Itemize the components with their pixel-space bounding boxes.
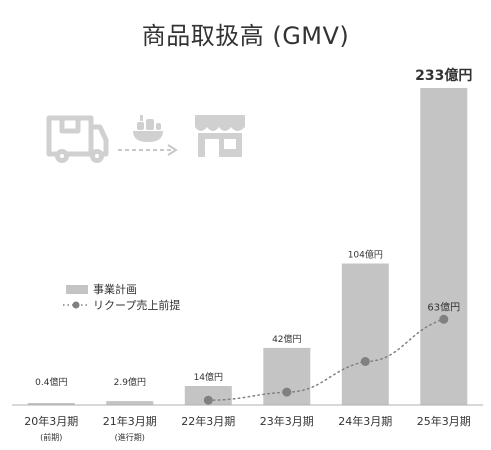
x-tick-note-1: (前期) (40, 432, 62, 442)
bar-6 (420, 88, 468, 405)
recoup-point-4 (282, 387, 292, 397)
x-tick-label-3: 22年3月期 (181, 414, 235, 428)
legend: 事業計画 リクープ売上前提 (63, 282, 180, 312)
bar-value-label-6: 233億円 (415, 67, 472, 84)
storefront-icon (195, 115, 245, 157)
legend-bar-swatch (66, 285, 88, 294)
bar-value-label-4: 42億円 (272, 333, 301, 345)
x-tick-label-6: 25年3月期 (417, 414, 471, 428)
bar-1 (27, 403, 75, 405)
legend-line-marker (72, 301, 80, 309)
delivery-truck-icon (46, 115, 109, 163)
chart-title: 商品取扱高 (GMV) (141, 22, 350, 50)
recoup-point-5 (360, 357, 370, 366)
x-tick-label-4: 23年3月期 (260, 414, 314, 428)
bar-value-label-3: 14億円 (194, 371, 223, 383)
x-tick-label-2: 21年3月期 (103, 414, 157, 428)
recoup-point-3 (203, 395, 213, 405)
bar-value-label-2: 2.9億円 (114, 376, 146, 388)
dotted-arrow-icon (118, 144, 178, 156)
x-tick-note-2: (進行期) (115, 432, 145, 442)
recoup-point-6 (439, 314, 449, 324)
legend-bar-label: 事業計画 (93, 282, 137, 296)
bar-value-label-1: 0.4億円 (35, 376, 67, 388)
dishes-icon (133, 115, 163, 142)
x-tick-label-5: 24年3月期 (338, 414, 392, 428)
recoup-line (207, 318, 445, 401)
bar-5 (341, 263, 389, 405)
bar-value-label-5: 104億円 (348, 249, 383, 261)
bar-2 (106, 401, 154, 405)
legend-line-label: リクープ売上前提 (93, 298, 180, 312)
x-tick-label-1: 20年3月期 (24, 414, 78, 428)
recoup-value-label-6: 63億円 (427, 300, 460, 313)
